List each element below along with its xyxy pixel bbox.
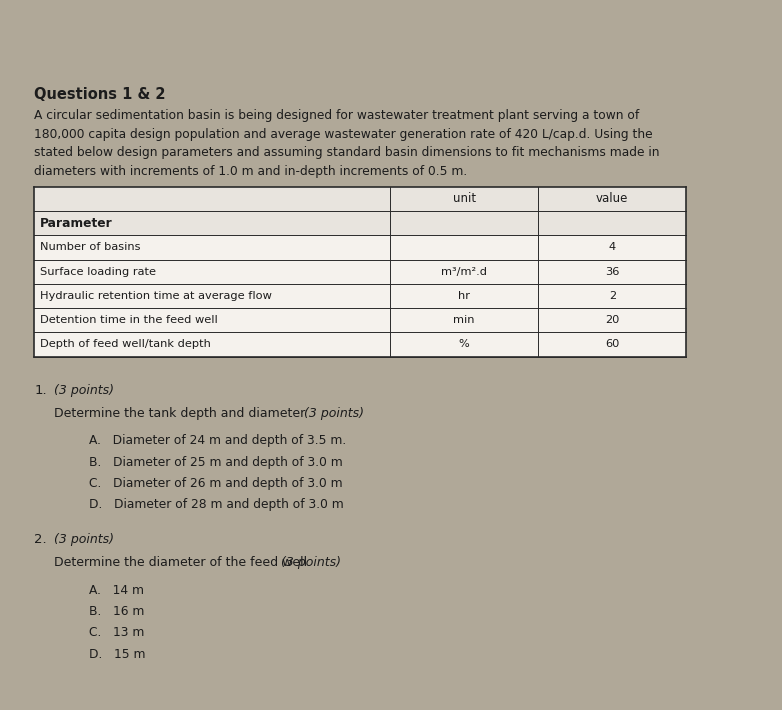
- Bar: [34, 235, 687, 260]
- Text: (3 points): (3 points): [281, 557, 341, 569]
- Text: 1.: 1.: [34, 384, 47, 397]
- Bar: [34, 308, 687, 332]
- Text: hr: hr: [458, 291, 470, 301]
- Bar: [34, 211, 687, 235]
- Text: 60: 60: [605, 339, 619, 349]
- Text: (3 points): (3 points): [304, 407, 364, 420]
- Text: unit: unit: [453, 192, 475, 205]
- Bar: [34, 332, 687, 356]
- Text: 4: 4: [608, 243, 616, 253]
- Text: Hydraulic retention time at average flow: Hydraulic retention time at average flow: [40, 291, 272, 301]
- Text: 20: 20: [605, 315, 619, 325]
- Text: Determine the diameter of the feed well: Determine the diameter of the feed well: [53, 557, 310, 569]
- Text: D.   15 m: D. 15 m: [89, 648, 145, 660]
- Text: B.   Diameter of 25 m and depth of 3.0 m: B. Diameter of 25 m and depth of 3.0 m: [89, 456, 343, 469]
- Text: Detention time in the feed well: Detention time in the feed well: [40, 315, 218, 325]
- Text: B.   16 m: B. 16 m: [89, 605, 144, 618]
- Text: m³/m².d: m³/m².d: [441, 267, 487, 277]
- Text: (3 points): (3 points): [53, 533, 113, 546]
- Text: D.   Diameter of 28 m and depth of 3.0 m: D. Diameter of 28 m and depth of 3.0 m: [89, 498, 343, 511]
- Text: Number of basins: Number of basins: [40, 243, 141, 253]
- Text: 180,000 capita design population and average wastewater generation rate of 420 L: 180,000 capita design population and ave…: [34, 128, 653, 141]
- Text: A.   14 m: A. 14 m: [89, 584, 144, 596]
- Text: min: min: [454, 315, 475, 325]
- Text: Depth of feed well/tank depth: Depth of feed well/tank depth: [40, 339, 211, 349]
- Text: Parameter: Parameter: [40, 217, 113, 230]
- Text: C.   Diameter of 26 m and depth of 3.0 m: C. Diameter of 26 m and depth of 3.0 m: [89, 477, 343, 490]
- Bar: [34, 284, 687, 308]
- Text: value: value: [596, 192, 629, 205]
- Bar: [34, 260, 687, 284]
- Text: A circular sedimentation basin is being designed for wastewater treatment plant : A circular sedimentation basin is being …: [34, 109, 640, 122]
- Text: A.   Diameter of 24 m and depth of 3.5 m.: A. Diameter of 24 m and depth of 3.5 m.: [89, 435, 346, 447]
- Text: %: %: [459, 339, 469, 349]
- Text: 36: 36: [605, 267, 619, 277]
- Text: stated below design parameters and assuming standard basin dimensions to fit mec: stated below design parameters and assum…: [34, 146, 660, 159]
- Text: 2: 2: [608, 291, 616, 301]
- Text: (3 points): (3 points): [53, 384, 113, 397]
- Text: Questions 1 & 2: Questions 1 & 2: [34, 87, 166, 102]
- Text: C.   13 m: C. 13 m: [89, 626, 144, 639]
- Text: 2.: 2.: [34, 533, 47, 546]
- Text: Determine the tank depth and diameter: Determine the tank depth and diameter: [53, 407, 309, 420]
- Bar: [34, 187, 687, 211]
- Text: diameters with increments of 1.0 m and in-depth increments of 0.5 m.: diameters with increments of 1.0 m and i…: [34, 165, 468, 178]
- Text: Surface loading rate: Surface loading rate: [40, 267, 156, 277]
